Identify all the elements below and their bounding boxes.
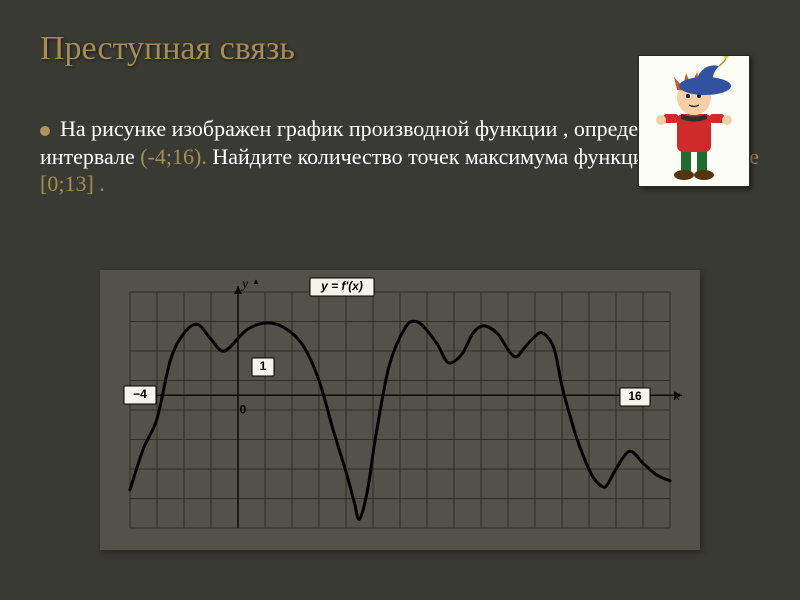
hand-left [656,115,666,125]
formula-chip: y = f'(x) [310,278,374,296]
body-mid: Найдите количество точек максимума функц… [212,144,688,169]
slide-title: Преступная связь [40,30,295,68]
shoe-right [694,170,714,180]
svg-text:0: 0 [240,402,247,416]
bullet-dot [40,126,50,136]
hat-bobble [724,56,729,59]
axes [130,286,682,528]
x-axis-label-chip: x [673,389,681,404]
slide: Преступная связь На рисунке изображен гр… [0,0,800,600]
grid [130,292,670,528]
y-axis-label-chip: y ▲ [240,277,260,292]
cartoon-character [638,55,750,187]
svg-text:y = f'(x): y = f'(x) [320,279,363,293]
cartoon-svg [639,56,749,186]
interval-highlight: (-4;16). [140,144,212,169]
zero-label: 0 [240,402,247,416]
svg-text:x: x [673,389,681,404]
svg-text:−4: −4 [133,387,147,401]
graph-svg: y = f'(x) −4 1 0 16 y ▲ x [100,270,700,550]
eye-left [686,94,690,98]
svg-text:y: y [240,277,249,292]
graph-panel: y = f'(x) −4 1 0 16 y ▲ x [100,270,700,550]
svg-text:16: 16 [628,389,642,403]
minus4-chip: −4 [124,386,156,404]
svg-text:▲: ▲ [252,277,260,286]
sixteen-chip: 16 [620,388,650,406]
hand-right [722,115,732,125]
svg-text:1: 1 [260,359,267,373]
one-chip: 1 [252,358,274,376]
shoe-left [674,170,694,180]
